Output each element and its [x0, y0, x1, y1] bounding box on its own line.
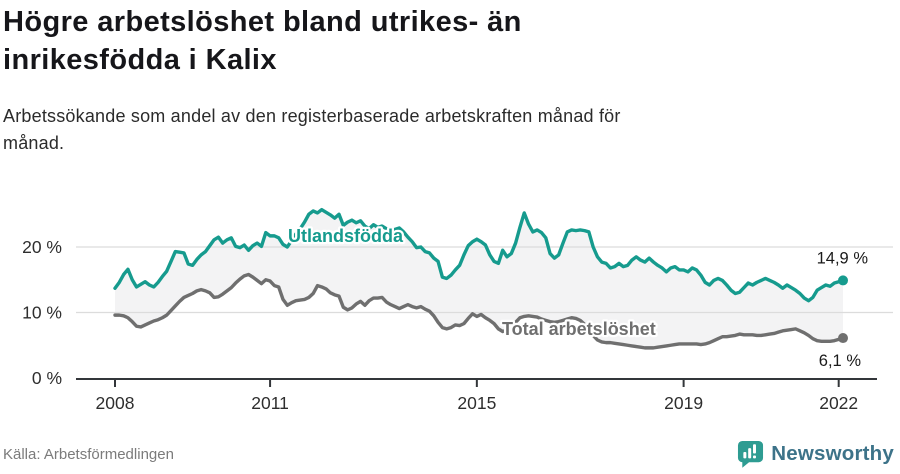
subtitle-line-2: månad. [3, 133, 65, 153]
x-tick-label-2008: 2008 [96, 393, 135, 413]
page-title: Högre arbetslöshet bland utrikes- än inr… [3, 3, 522, 79]
x-tick-label-2022: 2022 [819, 393, 858, 413]
series-line-total [113, 272, 845, 350]
unemployment-line-chart: 2008 2011 2015 2019 2022 0 % 10 % 20 % Utlandsfö… [22, 207, 893, 413]
end-dot-total [838, 333, 848, 344]
end-dot-utlandsfodda [838, 275, 848, 286]
end-value-label-utlandsfodda: 14,9 % [817, 249, 869, 267]
bar-short [743, 451, 747, 459]
newsworthy-speech-bubble-chart-icon [738, 440, 764, 468]
subtitle-line-1: Arbetssökande som andel av den registerb… [3, 106, 621, 126]
bar-tall [748, 448, 752, 459]
title-line-1: Högre arbetslöshet bland utrikes- än [3, 6, 522, 38]
exclamation-dot [753, 455, 757, 459]
title-line-2: inrikesfödda i Kalix [3, 44, 277, 76]
end-value-label-total: 6,1 % [819, 352, 862, 370]
chart-subtitle: Arbetssökande som andel av den registerb… [3, 103, 621, 157]
x-tick-label-2015: 2015 [457, 393, 496, 413]
x-tick-label-2019: 2019 [664, 393, 703, 413]
series-inline-label-total: Total arbetslöshet [502, 319, 656, 339]
newsworthy-logo: Newsworthy [737, 440, 894, 468]
y-tick-label-20: 20 % [22, 237, 62, 257]
brand-wordmark: Newsworthy [771, 442, 894, 465]
exclamation-bar [753, 444, 757, 454]
series-line-utlandsfodda [113, 207, 845, 303]
x-tick-label-2011: 2011 [251, 393, 289, 413]
y-tick-label-10: 10 % [22, 303, 62, 323]
y-tick-label-0: 0 % [32, 368, 62, 388]
source-credit: Källa: Arbetsförmedlingen [3, 446, 174, 463]
band-between-series [115, 209, 843, 348]
series-inline-label-utlandsfodda: Utlandsfödda [288, 226, 404, 246]
